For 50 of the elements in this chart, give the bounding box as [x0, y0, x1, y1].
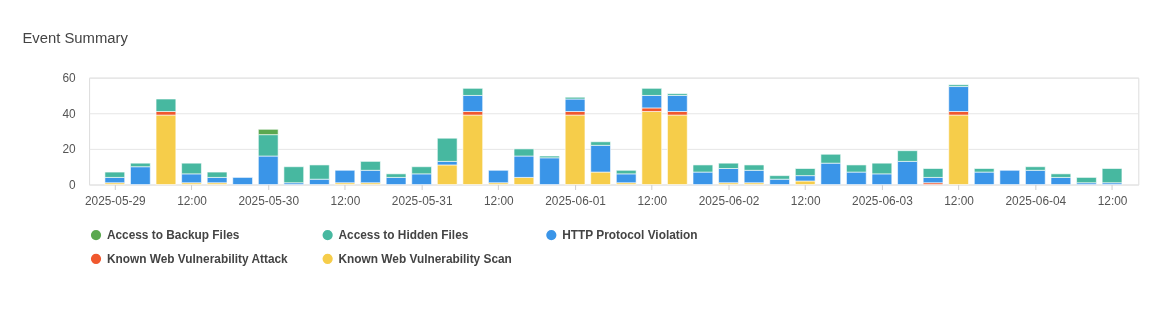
bar	[999, 169, 1020, 185]
bar	[130, 166, 151, 185]
bar	[385, 177, 407, 185]
bar	[437, 164, 458, 185]
bar	[564, 98, 586, 112]
y-tick-label: 60	[62, 71, 77, 86]
x-tick-label: 2025-05-29	[84, 193, 147, 208]
x-tick-label: 2025-05-31	[391, 193, 453, 208]
bar	[155, 98, 177, 112]
legend-label: Known Web Vulnerability Attack	[106, 251, 289, 266]
legend-label: Access to Backup Files	[106, 228, 240, 243]
legend-label: HTTP Protocol Violation	[562, 228, 698, 243]
bar	[974, 171, 995, 185]
legend-label: Known Web Vulnerability Scan	[338, 251, 512, 266]
bar	[437, 137, 458, 162]
x-tick-label: 2025-06-01	[545, 193, 607, 208]
x-tick-label: 12:00	[637, 193, 668, 208]
bar	[1076, 177, 1097, 184]
y-tick-label: 40	[62, 106, 77, 121]
x-tick-label: 12:00	[790, 193, 821, 208]
x-tick-label: 2025-06-02	[698, 193, 760, 208]
x-tick-label: 12:00	[177, 193, 208, 208]
bar	[1050, 177, 1072, 185]
bar	[564, 114, 586, 185]
bar	[667, 114, 688, 185]
bar	[232, 177, 253, 185]
x-tick-label: 12:00	[1097, 193, 1128, 208]
x-tick-label: 2025-06-03	[852, 193, 914, 208]
bar	[667, 95, 688, 112]
bar	[539, 157, 560, 185]
chart-title: Event Summary	[22, 29, 129, 46]
bar	[641, 111, 662, 185]
y-tick-label: 0	[69, 177, 77, 192]
x-tick-label: 12:00	[330, 193, 361, 208]
bar	[948, 86, 969, 112]
bar	[1101, 168, 1123, 184]
bar	[488, 169, 509, 184]
x-tick-label: 12:00	[484, 193, 515, 208]
bar	[334, 169, 356, 184]
bar	[462, 114, 483, 185]
x-tick-label: 2025-05-30	[238, 193, 300, 208]
legend-label: Access to Hidden Files	[338, 228, 469, 243]
bar	[948, 114, 969, 185]
bar	[616, 173, 637, 184]
bar	[1025, 169, 1046, 185]
bar	[155, 114, 177, 185]
x-tick-label: 12:00	[944, 193, 975, 208]
x-tick-label: 2025-06-04	[1005, 193, 1067, 208]
y-tick-label: 20	[62, 142, 77, 157]
bar	[283, 166, 304, 184]
